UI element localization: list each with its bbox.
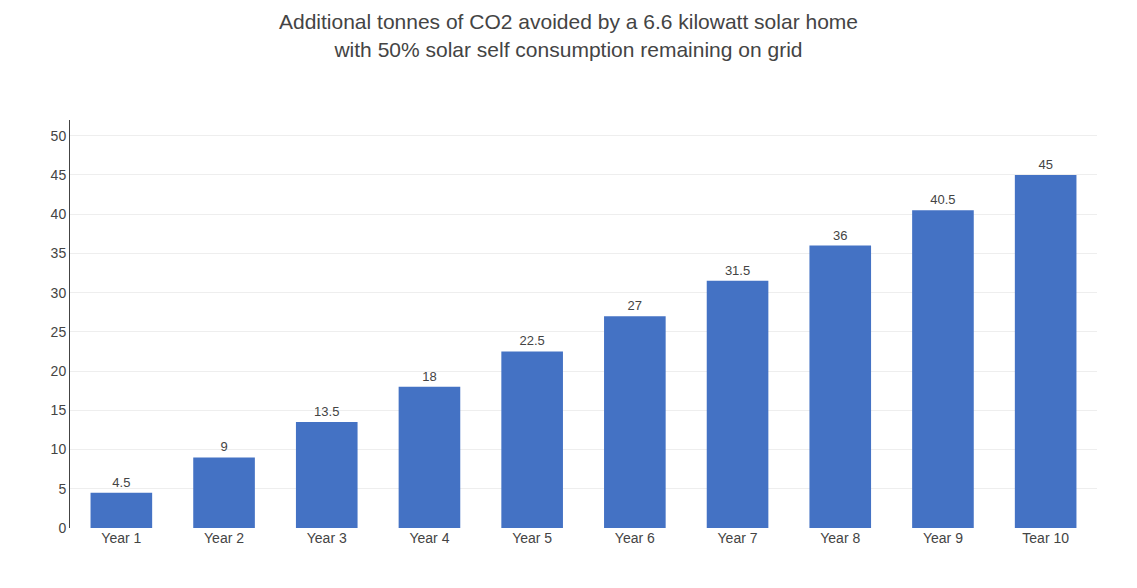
svg-text:35: 35 — [51, 245, 67, 261]
svg-text:Year 7: Year 7 — [718, 530, 758, 546]
svg-text:15: 15 — [51, 402, 67, 418]
svg-text:27: 27 — [628, 298, 642, 313]
svg-text:40.5: 40.5 — [930, 192, 955, 207]
svg-text:Year 9: Year 9 — [923, 530, 963, 546]
svg-text:9: 9 — [220, 439, 227, 454]
svg-text:50: 50 — [51, 128, 67, 144]
svg-text:Year 4: Year 4 — [409, 530, 449, 546]
svg-text:31.5: 31.5 — [725, 263, 750, 278]
svg-text:5: 5 — [58, 481, 66, 497]
svg-text:13.5: 13.5 — [314, 404, 339, 419]
svg-text:36: 36 — [833, 228, 847, 243]
svg-text:0: 0 — [58, 520, 66, 536]
svg-text:Additional tonnes of CO2 avoid: Additional tonnes of CO2 avoided by a 6.… — [279, 10, 858, 60]
svg-text:22.5: 22.5 — [519, 333, 544, 348]
svg-text:4.5: 4.5 — [112, 475, 130, 490]
svg-text:25: 25 — [51, 324, 67, 340]
svg-text:Year 6: Year 6 — [615, 530, 655, 546]
svg-text:Year 8: Year 8 — [820, 530, 860, 546]
svg-text:Tear 10: Tear 10 — [1022, 530, 1069, 546]
svg-text:Year 2: Year 2 — [204, 530, 244, 546]
svg-text:18: 18 — [422, 369, 436, 384]
svg-text:20: 20 — [51, 363, 67, 379]
svg-text:10: 10 — [51, 441, 67, 457]
svg-text:30: 30 — [51, 285, 67, 301]
svg-text:Year 1: Year 1 — [101, 530, 141, 546]
svg-text:40: 40 — [51, 206, 67, 222]
svg-text:45: 45 — [51, 167, 67, 183]
svg-text:Year 3: Year 3 — [307, 530, 347, 546]
svg-text:45: 45 — [1038, 157, 1052, 172]
svg-text:Year 5: Year 5 — [512, 530, 552, 546]
